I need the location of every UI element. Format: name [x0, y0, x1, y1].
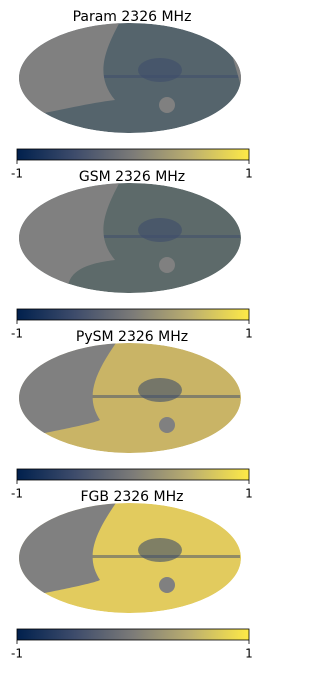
- colorbar-tick-label: 1: [245, 327, 253, 341]
- map-mask: [159, 577, 175, 593]
- panel-title: PySM 2326 MHz: [76, 329, 188, 345]
- colorbar: [16, 468, 250, 481]
- colorbar-tick-label: 1: [245, 487, 253, 501]
- figure: Param 2326 MHz -1 1 GSM 2326 MHz -1 1 PySM 232…: [11, 9, 253, 661]
- colorbar: [16, 628, 250, 641]
- map-band: [60, 555, 240, 558]
- map-feature: [138, 218, 182, 242]
- colorbar-tick-label: -1: [11, 487, 23, 501]
- panel-title: FGB 2326 MHz: [81, 489, 184, 505]
- colorbar-tick-label: 1: [245, 167, 253, 181]
- map-band: [60, 75, 240, 78]
- panel-title: Param 2326 MHz: [73, 9, 192, 25]
- map-mask: [159, 97, 175, 113]
- map-feature: [138, 538, 182, 562]
- panel-title: GSM 2326 MHz: [79, 169, 185, 185]
- map-mask: [159, 257, 175, 273]
- colorbar-tick-label: 1: [245, 647, 253, 661]
- map-mask: [232, 50, 241, 100]
- colorbar: [16, 148, 250, 161]
- map-mask: [159, 417, 175, 433]
- colorbar-tick-label: -1: [11, 647, 23, 661]
- colorbar-tick-label: -1: [11, 167, 23, 181]
- map-feature: [138, 58, 182, 82]
- colorbar-tick-label: -1: [11, 327, 23, 341]
- map-band: [60, 395, 240, 398]
- map-feature: [138, 378, 182, 402]
- map-band: [60, 235, 240, 238]
- colorbar: [16, 308, 250, 321]
